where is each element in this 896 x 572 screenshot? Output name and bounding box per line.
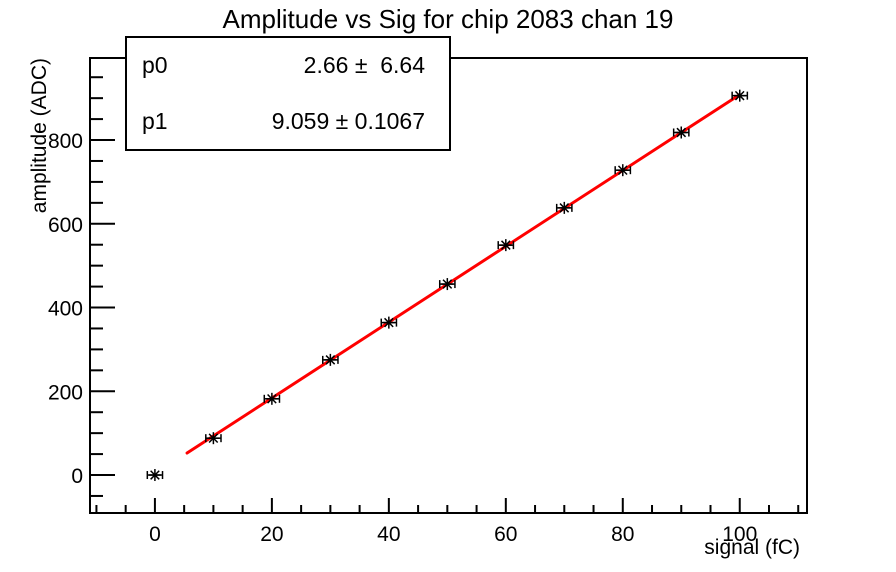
marker-asterisk-d2 (150, 470, 160, 480)
x-tick-label: 0 (149, 523, 161, 546)
y-tick-label: 600 (48, 214, 83, 237)
marker-asterisk-d2 (384, 317, 394, 328)
x-axis-title: signal (fC) (704, 536, 800, 559)
axis-tick-labels-group: 0 20 40 60 80 100 0 200 400 600 800 (48, 130, 757, 546)
y-tick-label: 200 (48, 381, 83, 404)
data-point (731, 89, 749, 102)
data-point (380, 316, 398, 329)
marker-asterisk-d2 (617, 165, 628, 176)
stats-param-name: p0 (142, 52, 168, 79)
marker-asterisk-d2 (500, 240, 511, 250)
marker-asterisk-d2 (676, 127, 687, 138)
data-point (438, 278, 456, 291)
x-tick-label: 60 (494, 523, 517, 546)
fit-line (185, 93, 742, 455)
data-point (146, 469, 164, 482)
y-tick-label: 0 (71, 465, 83, 488)
stats-param-value: 2.66 ± 6.64 (303, 52, 425, 79)
marker-asterisk-d2 (442, 279, 453, 289)
marker-asterisk-d2 (208, 433, 219, 444)
y-tick-label: 800 (48, 130, 83, 153)
x-tick-label: 20 (260, 523, 283, 546)
stats-param-value: 9.059 ± 0.1067 (271, 107, 425, 134)
y-axis-title: amplitude (ADC) (28, 58, 51, 213)
stats-row-p0: p0 2.66 ± 6.64 (127, 52, 449, 79)
y-tick-label: 400 (48, 298, 83, 321)
data-point (672, 126, 690, 139)
marker-asterisk-d2 (734, 90, 745, 101)
data-point (614, 164, 632, 177)
plot-title: Amplitude vs Sig for chip 2083 chan 19 (222, 4, 674, 34)
data-point (205, 432, 222, 445)
data-point (497, 239, 515, 252)
data-point (555, 201, 573, 214)
axis-ticks-group (90, 76, 800, 513)
marker-asterisk-d2 (267, 393, 277, 404)
stats-param-name: p1 (142, 107, 168, 134)
data-points-group (146, 89, 749, 482)
stats-row-p1: p1 9.059 ± 0.1067 (127, 108, 449, 135)
data-point (322, 353, 339, 366)
fit-line-group (185, 93, 742, 455)
stats-box: p0 2.66 ± 6.64 p1 9.059 ± 0.1067 (125, 36, 451, 151)
data-point (263, 392, 281, 405)
marker-asterisk-d2 (559, 203, 570, 213)
marker-asterisk-d2 (325, 355, 336, 365)
x-tick-label: 40 (377, 523, 400, 546)
x-tick-label: 80 (611, 523, 634, 546)
x-tick-label: 100 (722, 523, 757, 546)
